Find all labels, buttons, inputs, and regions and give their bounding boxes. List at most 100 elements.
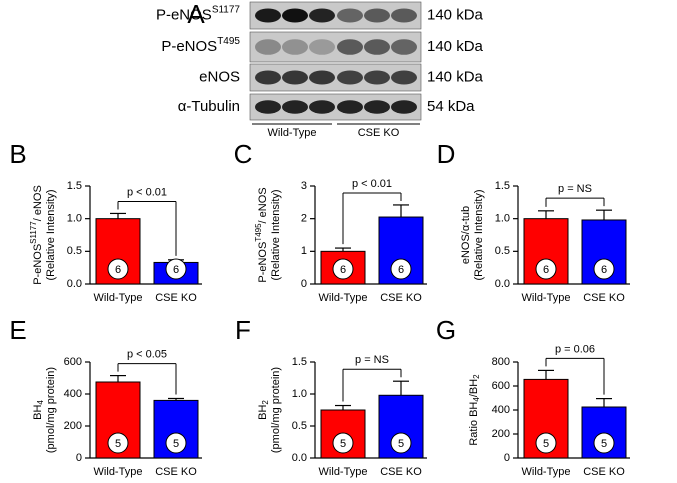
blot-band	[282, 8, 308, 23]
y-tick-label: 0.5	[292, 420, 307, 432]
n-label: 5	[340, 438, 346, 450]
x-tick-label: CSE KO	[380, 292, 422, 304]
bar-panel: G Ratio BH4/BH2 0 200 400 600 800 5 Wild-Type 5 CS…	[436, 315, 630, 478]
x-tick-label: Wild-Type	[522, 292, 571, 304]
y-tick-label: 400	[492, 404, 510, 416]
n-label: 6	[543, 264, 549, 276]
y-tick-label: 0.0	[495, 278, 510, 290]
panel-letter: C	[234, 139, 253, 169]
blot-band	[282, 39, 308, 55]
y-axis-label: (pmol/mg protein)	[270, 367, 282, 453]
bar-panel: C P-eNOST495/ eNOS (Relative Intensity) 0 1 2…	[234, 139, 427, 304]
x-tick-label: CSE KO	[155, 292, 197, 304]
panel-letter: G	[436, 315, 456, 345]
y-axis-label: eNOS/α-tub	[460, 206, 472, 264]
n-circle	[390, 432, 412, 454]
y-tick-label: 1.5	[292, 356, 307, 368]
y-tick-label: 0.5	[495, 245, 510, 257]
y-label-part: 2	[261, 400, 270, 405]
y-label-part: / eNOS	[32, 185, 44, 221]
y-tick-label: 1	[301, 245, 307, 257]
y-label-part: Ratio BH	[468, 402, 480, 446]
y-axis-label: Ratio BH4/BH2	[468, 374, 481, 446]
x-tick-label: CSE KO	[155, 466, 197, 478]
blot-band	[282, 100, 308, 114]
y-axis-label: (pmol/mg protein)	[45, 367, 57, 453]
p-value: p = 0.06	[555, 343, 595, 355]
blot-band	[391, 70, 417, 85]
blot-size-label: 54 kDa	[427, 98, 475, 115]
panel-letter: F	[235, 315, 251, 345]
y-label-part: /BH	[468, 379, 480, 397]
blot-row-label: eNOS	[199, 68, 240, 85]
y-tick-label: 0.5	[67, 245, 82, 257]
blot-band	[309, 100, 335, 114]
y-tick-label: 3	[301, 180, 307, 192]
panel-letter: A	[187, 0, 205, 29]
blot-band	[282, 70, 308, 85]
bar-panel: B P-eNOSS1177/ eNOS (Relative Intensity) 0.…	[9, 139, 202, 304]
blot-band	[337, 8, 363, 23]
n-circle	[332, 432, 354, 454]
blot-band	[364, 70, 390, 85]
y-axis-label: (Relative Intensity)	[270, 189, 282, 280]
n-circle	[535, 258, 557, 280]
n-label: 5	[173, 438, 179, 450]
y-tick-label: 600	[492, 380, 510, 392]
y-tick-label: 600	[64, 356, 82, 368]
y-tick-label: 0	[76, 452, 82, 464]
n-circle	[165, 258, 187, 280]
y-axis-label: P-eNOSS1177/ eNOS	[29, 185, 44, 285]
blot-row-label: α-Tubulin	[178, 98, 240, 115]
n-circle	[332, 258, 354, 280]
label-text: P-eNOS	[161, 38, 217, 55]
blot-size-label: 140 kDa	[427, 68, 484, 85]
y-label-part: eNOS/α-tub	[460, 206, 472, 264]
x-tick-label: Wild-Type	[319, 292, 368, 304]
bar-panel: E BH4 (pmol/mg protein) 0 200 400 600 5 Wild-Typ…	[9, 315, 202, 478]
blot-band	[337, 39, 363, 55]
y-label-part: BH	[257, 405, 269, 420]
n-label: 5	[543, 438, 549, 450]
x-tick-label: Wild-Type	[94, 466, 143, 478]
y-label-part: P-eNOS	[257, 242, 269, 283]
y-label-part: 2	[472, 374, 481, 379]
y-label-part: S1177	[29, 221, 38, 244]
y-tick-label: 2	[301, 213, 307, 225]
blot-band	[337, 100, 363, 114]
blot-band	[255, 100, 281, 114]
blot-row-label: P-eNOST495	[161, 36, 240, 55]
blot-band	[255, 39, 281, 55]
x-tick-label: Wild-Type	[522, 466, 571, 478]
y-label-part: T495	[254, 223, 263, 242]
n-circle	[593, 258, 615, 280]
y-tick-label: 0	[301, 278, 307, 290]
group-label: CSE KO	[358, 127, 400, 139]
blot-band	[364, 8, 390, 23]
n-label: 6	[173, 264, 179, 276]
n-circle	[390, 258, 412, 280]
x-tick-label: CSE KO	[583, 466, 625, 478]
n-label: 6	[340, 264, 346, 276]
n-label: 5	[115, 438, 121, 450]
blot-band	[255, 8, 281, 23]
n-label: 6	[115, 264, 121, 276]
blot-band	[255, 70, 281, 85]
label-sup: S1177	[212, 4, 241, 15]
blot-band	[391, 8, 417, 23]
n-label: 5	[398, 438, 404, 450]
p-value: p < 0.05	[127, 349, 167, 361]
y-tick-label: 1.5	[67, 180, 82, 192]
blot-band	[309, 8, 335, 23]
panel-letter: D	[437, 139, 456, 169]
blot-row-label: P-eNOSS1177	[156, 4, 240, 23]
label-text: P-eNOS	[156, 6, 212, 23]
y-label-part: 4	[472, 397, 481, 402]
n-circle	[165, 432, 187, 454]
p-value: p < 0.01	[352, 178, 392, 190]
blot-band	[337, 70, 363, 85]
y-tick-label: 0.0	[67, 278, 82, 290]
n-label: 6	[601, 264, 607, 276]
